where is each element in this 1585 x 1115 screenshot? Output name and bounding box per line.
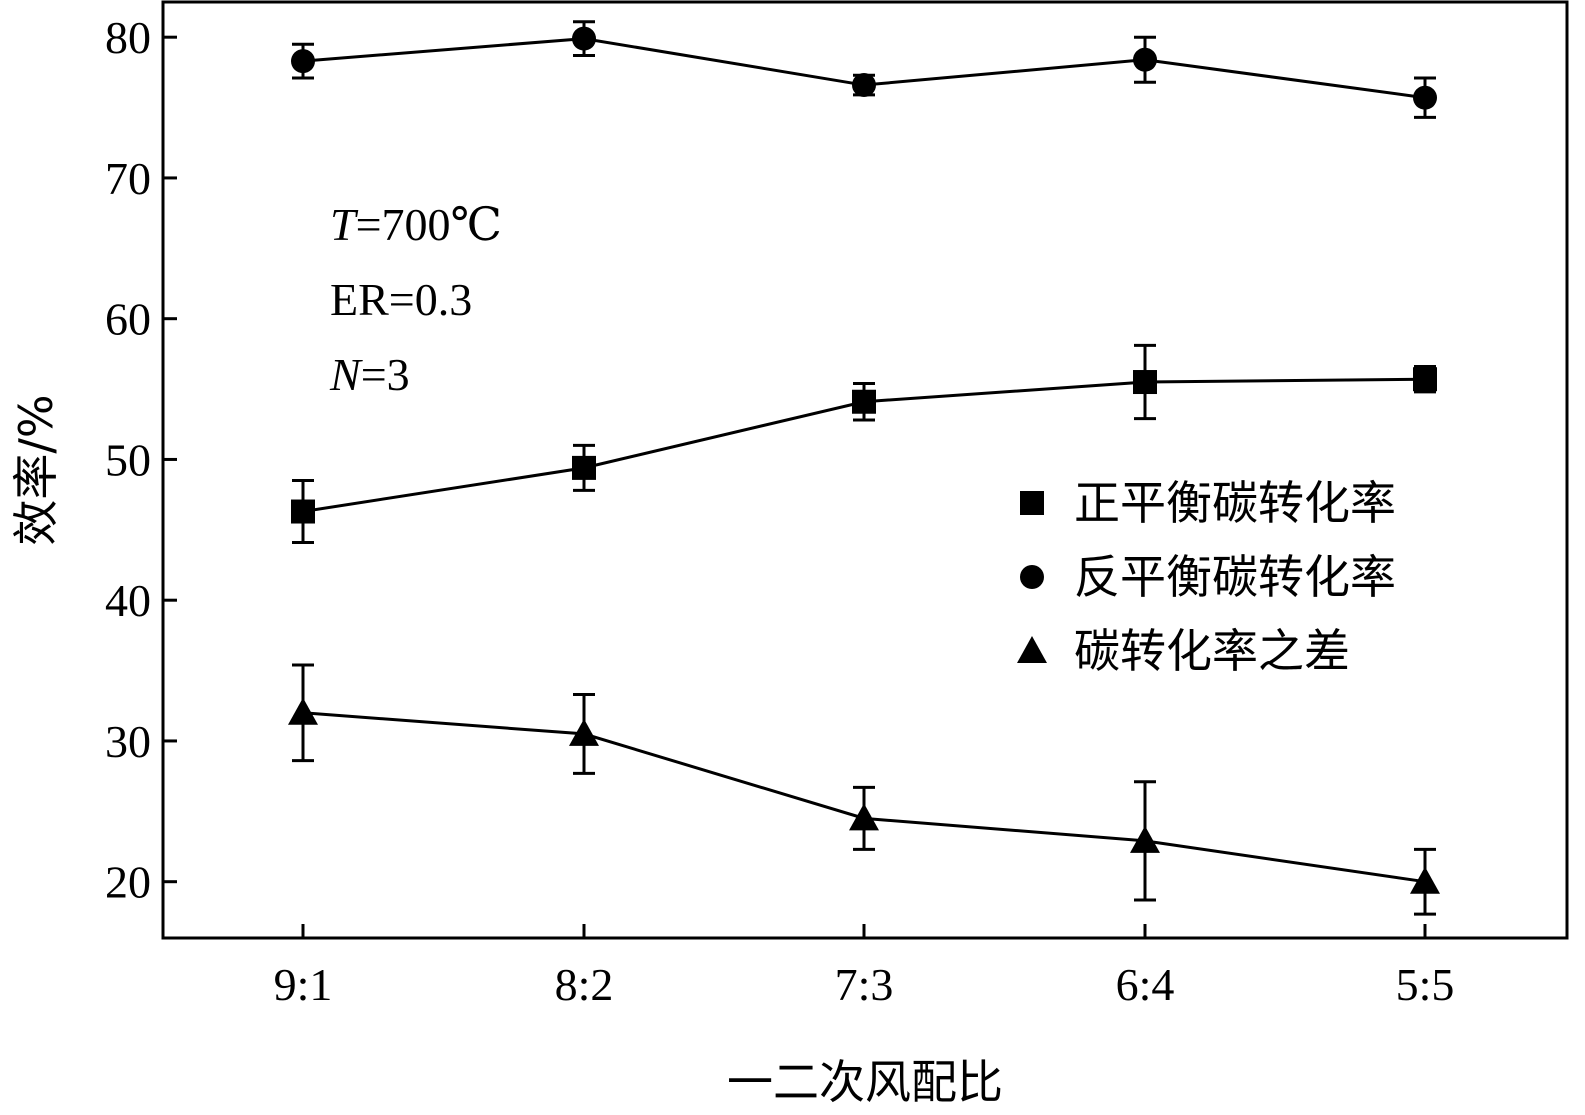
y-tick-label-70: 70	[105, 153, 151, 204]
y-axis: 20 30 40 50 60 70 80	[105, 12, 177, 908]
point-circle-3	[1133, 47, 1157, 72]
point-square-1	[572, 455, 596, 480]
point-square-0	[291, 499, 315, 524]
y-tick-label-50: 50	[105, 434, 151, 485]
series-triangle	[288, 663, 1440, 916]
annotation-n: N=3	[329, 349, 410, 400]
x-tick-label-2: 7:3	[835, 959, 894, 1010]
legend-label-square: 正平衡碳转化率	[1074, 476, 1396, 530]
point-circle-2	[852, 73, 876, 98]
x-axis: 9:1 8:2 7:3 6:4 5:5	[274, 924, 1455, 1010]
point-triangle-3	[1130, 825, 1160, 853]
point-triangle-1	[569, 718, 599, 746]
x-tick-label-3: 6:4	[1116, 959, 1175, 1010]
y-tick-label-60: 60	[105, 294, 151, 345]
annotation-er: ER=0.3	[330, 274, 472, 325]
series-square	[291, 343, 1437, 544]
point-circle-0	[291, 49, 315, 74]
annotation-t-var: T	[330, 199, 359, 250]
y-axis-title: 效率/%	[9, 394, 63, 545]
legend-label-triangle: 碳转化率之差	[1074, 624, 1350, 678]
point-triangle-0	[288, 697, 318, 725]
point-square-3	[1133, 370, 1157, 395]
legend-marker-square	[1020, 491, 1044, 515]
series-circle	[291, 20, 1437, 119]
series-layer	[288, 20, 1440, 916]
point-triangle-2	[849, 803, 879, 831]
point-circle-4	[1413, 85, 1437, 110]
y-tick-label-40: 40	[105, 575, 151, 626]
point-triangle-4	[1410, 866, 1440, 894]
annotation-n-var: N	[329, 349, 363, 400]
point-square-4	[1413, 367, 1437, 392]
point-circle-1	[572, 26, 596, 51]
legend-marker-triangle	[1017, 636, 1047, 663]
y-tick-label-20: 20	[105, 857, 151, 908]
x-axis-title: 一二次风配比	[727, 1055, 1003, 1109]
y-tick-label-80: 80	[105, 12, 151, 63]
x-tick-label-1: 8:2	[555, 959, 614, 1010]
annotation-n-value: =3	[361, 349, 410, 400]
point-square-2	[852, 389, 876, 414]
annotation-temperature: T=700℃	[330, 199, 502, 250]
annotation-t-value: =700℃	[356, 199, 502, 250]
legend-label-circle: 反平衡碳转化率	[1074, 550, 1396, 604]
legend-marker-circle	[1020, 565, 1044, 589]
x-tick-label-4: 5:5	[1396, 959, 1455, 1010]
condition-annotation: T=700℃ ER=0.3 N=3	[329, 199, 502, 400]
y-tick-label-30: 30	[105, 716, 151, 767]
x-tick-label-0: 9:1	[274, 959, 333, 1010]
